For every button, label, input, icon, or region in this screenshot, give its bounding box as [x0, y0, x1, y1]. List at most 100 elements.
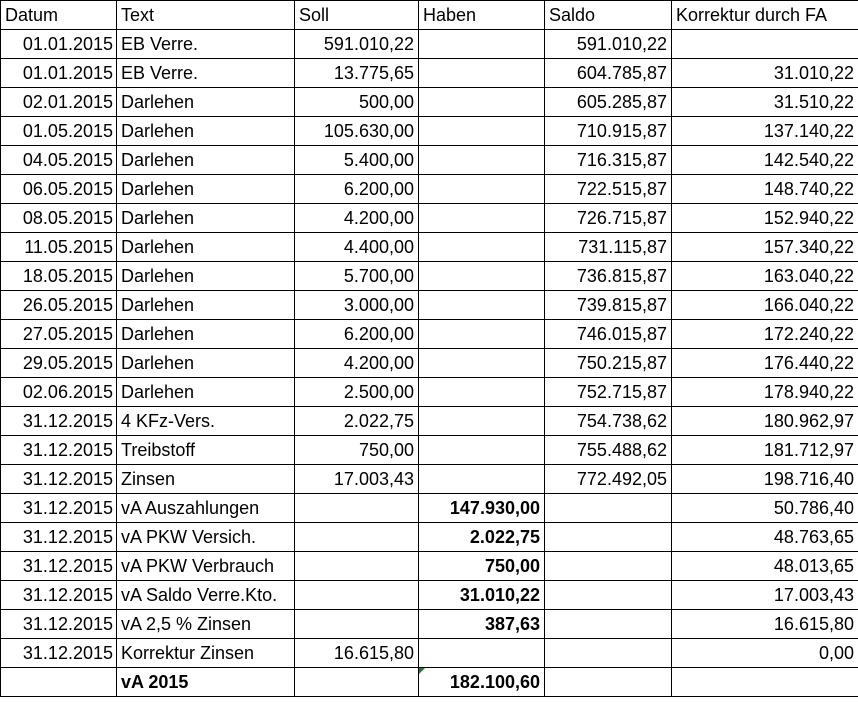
cell-saldo[interactable]	[544, 551, 672, 581]
cell-datum[interactable]: 01.01.2015	[0, 58, 117, 88]
cell-text[interactable]: Darlehen	[116, 348, 295, 378]
cell-soll[interactable]: 5.400,00	[294, 145, 419, 175]
cell-korrektur[interactable]: 50.786,40	[671, 493, 858, 523]
cell-soll[interactable]: 17.003,43	[294, 464, 419, 494]
cell-haben[interactable]	[418, 145, 545, 175]
cell-text[interactable]: Treibstoff	[116, 435, 295, 465]
header-haben[interactable]: Haben	[418, 0, 545, 30]
cell-haben[interactable]	[418, 319, 545, 349]
cell-text[interactable]: Zinsen	[116, 464, 295, 494]
cell-korrektur[interactable]: 148.740,22	[671, 174, 858, 204]
cell-korrektur[interactable]: 16.615,80	[671, 609, 858, 639]
cell-korrektur[interactable]: 152.940,22	[671, 203, 858, 233]
cell-soll[interactable]: 6.200,00	[294, 174, 419, 204]
cell-datum[interactable]: 31.12.2015	[0, 435, 117, 465]
cell-soll[interactable]: 5.700,00	[294, 261, 419, 291]
cell-soll[interactable]: 6.200,00	[294, 319, 419, 349]
cell-datum[interactable]: 01.05.2015	[0, 116, 117, 146]
cell-saldo[interactable]: 726.715,87	[544, 203, 672, 233]
cell-saldo[interactable]: 755.488,62	[544, 435, 672, 465]
cell-soll[interactable]: 4.200,00	[294, 203, 419, 233]
cell-datum[interactable]: 31.12.2015	[0, 406, 117, 436]
cell-text[interactable]: vA Auszahlungen	[116, 493, 295, 523]
cell-korrektur[interactable]: 0,00	[671, 638, 858, 668]
cell-datum[interactable]: 31.12.2015	[0, 464, 117, 494]
cell-datum[interactable]: 31.12.2015	[0, 522, 117, 552]
cell-soll[interactable]: 2.500,00	[294, 377, 419, 407]
total-cell-korrektur[interactable]	[671, 667, 858, 697]
cell-saldo[interactable]	[544, 493, 672, 523]
cell-text[interactable]: vA Saldo Verre.Kto.	[116, 580, 295, 610]
cell-saldo[interactable]: 739.815,87	[544, 290, 672, 320]
cell-soll[interactable]: 105.630,00	[294, 116, 419, 146]
cell-datum[interactable]: 31.12.2015	[0, 551, 117, 581]
cell-saldo[interactable]: 731.115,87	[544, 232, 672, 262]
cell-korrektur[interactable]: 17.003,43	[671, 580, 858, 610]
total-cell-text[interactable]: vA 2015	[116, 667, 295, 697]
cell-datum[interactable]: 08.05.2015	[0, 203, 117, 233]
cell-korrektur[interactable]: 31.010,22	[671, 58, 858, 88]
cell-datum[interactable]: 02.06.2015	[0, 377, 117, 407]
cell-text[interactable]: Darlehen	[116, 203, 295, 233]
cell-haben[interactable]	[418, 377, 545, 407]
cell-korrektur[interactable]	[671, 29, 858, 59]
cell-haben[interactable]	[418, 116, 545, 146]
cell-soll[interactable]: 4.200,00	[294, 348, 419, 378]
cell-text[interactable]: vA PKW Versich.	[116, 522, 295, 552]
cell-haben[interactable]	[418, 174, 545, 204]
cell-haben[interactable]: 387,63	[418, 609, 545, 639]
cell-soll[interactable]	[294, 580, 419, 610]
cell-soll[interactable]: 3.000,00	[294, 290, 419, 320]
total-cell-saldo[interactable]	[544, 667, 672, 697]
cell-text[interactable]: EB Verre.	[116, 29, 295, 59]
cell-datum[interactable]: 02.01.2015	[0, 87, 117, 117]
cell-datum[interactable]: 31.12.2015	[0, 638, 117, 668]
cell-soll[interactable]: 500,00	[294, 87, 419, 117]
cell-haben[interactable]: 31.010,22	[418, 580, 545, 610]
cell-soll[interactable]: 16.615,80	[294, 638, 419, 668]
cell-text[interactable]: Darlehen	[116, 261, 295, 291]
cell-haben[interactable]: 2.022,75	[418, 522, 545, 552]
cell-korrektur[interactable]: 48.013,65	[671, 551, 858, 581]
cell-korrektur[interactable]: 178.940,22	[671, 377, 858, 407]
cell-datum[interactable]: 04.05.2015	[0, 145, 117, 175]
cell-soll[interactable]: 2.022,75	[294, 406, 419, 436]
cell-korrektur[interactable]: 180.962,97	[671, 406, 858, 436]
cell-saldo[interactable]: 722.515,87	[544, 174, 672, 204]
cell-saldo[interactable]: 754.738,62	[544, 406, 672, 436]
total-cell-haben[interactable]: 182.100,60	[418, 667, 545, 697]
cell-saldo[interactable]: 772.492,05	[544, 464, 672, 494]
cell-saldo[interactable]: 752.715,87	[544, 377, 672, 407]
total-cell-soll[interactable]	[294, 667, 419, 697]
cell-korrektur[interactable]: 198.716,40	[671, 464, 858, 494]
total-cell-datum[interactable]	[0, 667, 117, 697]
cell-saldo[interactable]	[544, 522, 672, 552]
cell-text[interactable]: Darlehen	[116, 174, 295, 204]
cell-datum[interactable]: 26.05.2015	[0, 290, 117, 320]
cell-soll[interactable]	[294, 609, 419, 639]
cell-korrektur[interactable]: 142.540,22	[671, 145, 858, 175]
cell-datum[interactable]: 31.12.2015	[0, 580, 117, 610]
cell-korrektur[interactable]: 176.440,22	[671, 348, 858, 378]
cell-text[interactable]: Darlehen	[116, 116, 295, 146]
cell-soll[interactable]	[294, 522, 419, 552]
cell-saldo[interactable]	[544, 580, 672, 610]
cell-text[interactable]: Darlehen	[116, 290, 295, 320]
cell-datum[interactable]: 18.05.2015	[0, 261, 117, 291]
cell-datum[interactable]: 11.05.2015	[0, 232, 117, 262]
cell-soll[interactable]	[294, 493, 419, 523]
cell-haben[interactable]	[418, 232, 545, 262]
cell-text[interactable]: Korrektur Zinsen	[116, 638, 295, 668]
cell-soll[interactable]: 591.010,22	[294, 29, 419, 59]
cell-text[interactable]: Darlehen	[116, 145, 295, 175]
cell-datum[interactable]: 06.05.2015	[0, 174, 117, 204]
cell-saldo[interactable]: 710.915,87	[544, 116, 672, 146]
cell-datum[interactable]: 01.01.2015	[0, 29, 117, 59]
cell-saldo[interactable]: 604.785,87	[544, 58, 672, 88]
cell-korrektur[interactable]: 172.240,22	[671, 319, 858, 349]
cell-haben[interactable]: 147.930,00	[418, 493, 545, 523]
cell-haben[interactable]	[418, 406, 545, 436]
cell-text[interactable]: Darlehen	[116, 319, 295, 349]
cell-korrektur[interactable]: 137.140,22	[671, 116, 858, 146]
cell-korrektur[interactable]: 166.040,22	[671, 290, 858, 320]
